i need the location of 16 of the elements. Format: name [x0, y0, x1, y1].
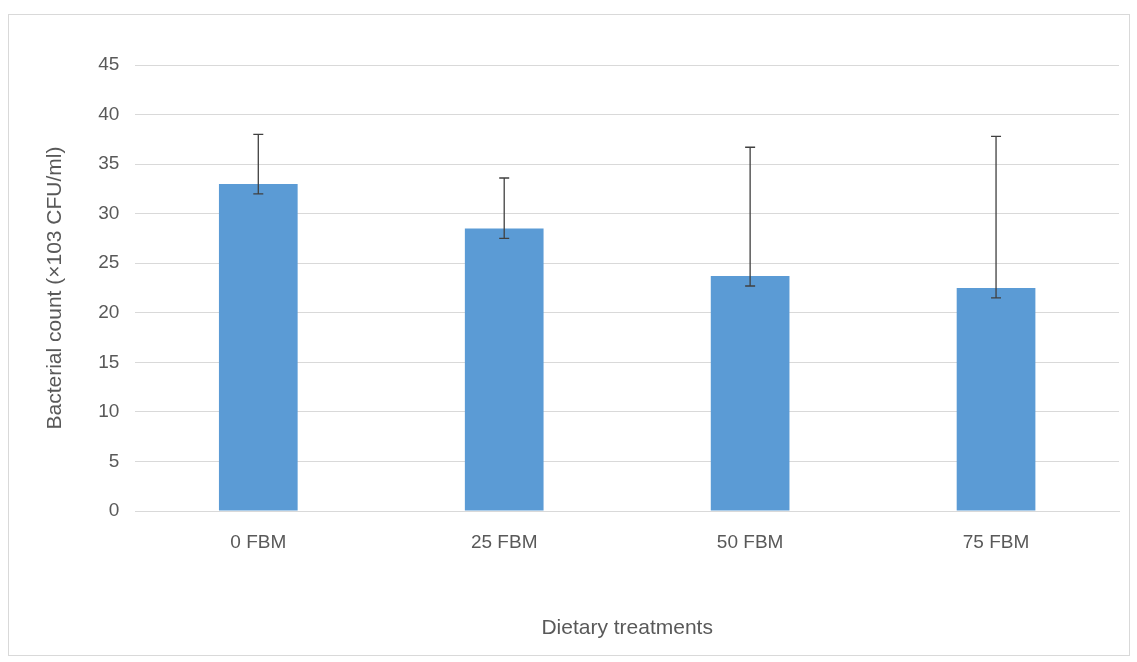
x-axis-title: Dietary treatments	[541, 615, 713, 639]
y-tick-label: 15	[98, 350, 120, 372]
y-tick-label: 35	[98, 152, 120, 174]
y-tick-label: 10	[98, 400, 120, 422]
y-tick-label: 30	[98, 201, 120, 223]
x-tick-label: 25 FBM	[470, 530, 538, 552]
y-tick-label: 0	[108, 499, 120, 521]
y-tick-label: 20	[98, 301, 120, 323]
y-tick-label: 40	[98, 102, 120, 124]
y-tick-label: 5	[108, 449, 120, 471]
y-tick-label: 45	[98, 53, 120, 75]
y-tick-label: 25	[98, 251, 120, 273]
y-axis-title: Bacterial count (×103 CFU/ml)	[42, 146, 66, 430]
x-tick-label: 50 FBM	[716, 530, 784, 552]
x-tick-label: 0 FBM	[230, 530, 287, 552]
x-tick-label: 75 FBM	[962, 530, 1030, 552]
